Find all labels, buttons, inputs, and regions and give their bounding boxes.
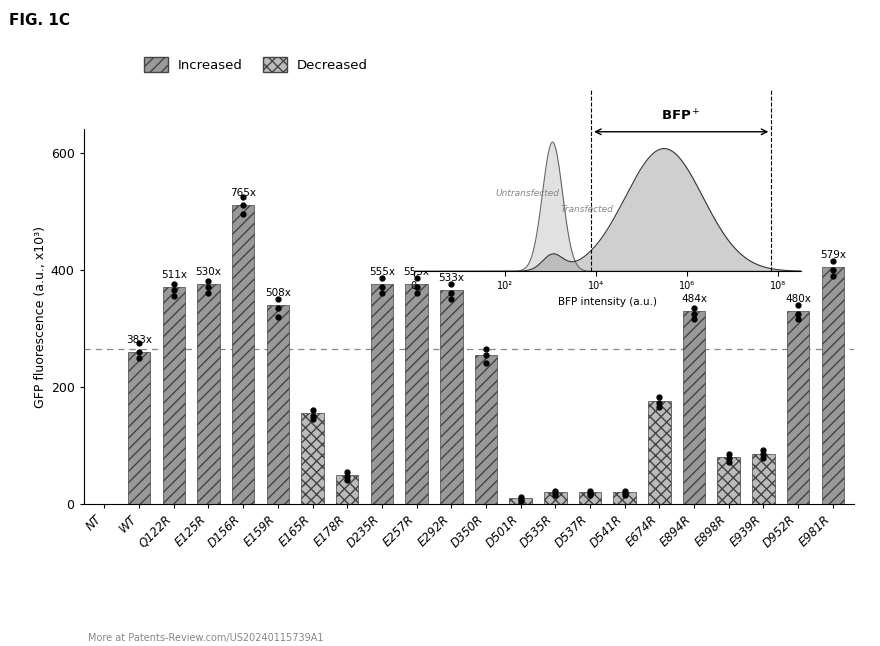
Text: Untransfected: Untransfected (495, 189, 560, 198)
Bar (683, 311, 706, 504)
Bar (406, 284, 428, 504)
Text: 484x: 484x (681, 294, 707, 304)
Text: 511x: 511x (161, 270, 187, 280)
Bar (231, 205, 254, 504)
Bar (752, 454, 774, 504)
Text: FIG. 1C: FIG. 1C (9, 13, 70, 28)
Text: 765x: 765x (231, 188, 256, 198)
Bar (579, 492, 601, 504)
Bar (440, 290, 463, 504)
Bar (197, 284, 220, 504)
Bar (474, 355, 497, 504)
Text: 530x: 530x (195, 267, 222, 277)
Text: 555x: 555x (369, 267, 395, 277)
Text: 383x: 383x (126, 335, 152, 345)
Text: Transfected: Transfected (561, 205, 613, 214)
Bar (163, 287, 185, 504)
Bar (267, 305, 290, 504)
Bar (128, 351, 150, 504)
Text: 579x: 579x (820, 250, 846, 260)
Bar (336, 475, 358, 504)
Text: 508x: 508x (265, 288, 290, 298)
Y-axis label: GFP fluorescence (a.u., x10³): GFP fluorescence (a.u., x10³) (33, 225, 47, 408)
Bar (717, 457, 740, 504)
Bar (787, 311, 810, 504)
Text: 533x: 533x (438, 273, 465, 283)
Text: 555x: 555x (404, 267, 429, 277)
X-axis label: BFP intensity (a.u.): BFP intensity (a.u.) (558, 297, 656, 307)
Bar (301, 413, 324, 504)
Text: More at Patents-Review.com/US20240115739A1: More at Patents-Review.com/US20240115739… (88, 633, 324, 643)
Legend: Increased, Decreased: Increased, Decreased (138, 52, 373, 78)
Bar (648, 401, 671, 504)
Text: BFP$^+$: BFP$^+$ (662, 109, 701, 124)
Text: 480x: 480x (785, 294, 811, 304)
Bar (613, 492, 636, 504)
Bar (510, 498, 532, 504)
Bar (822, 267, 844, 504)
Bar (370, 284, 393, 504)
Bar (544, 492, 567, 504)
